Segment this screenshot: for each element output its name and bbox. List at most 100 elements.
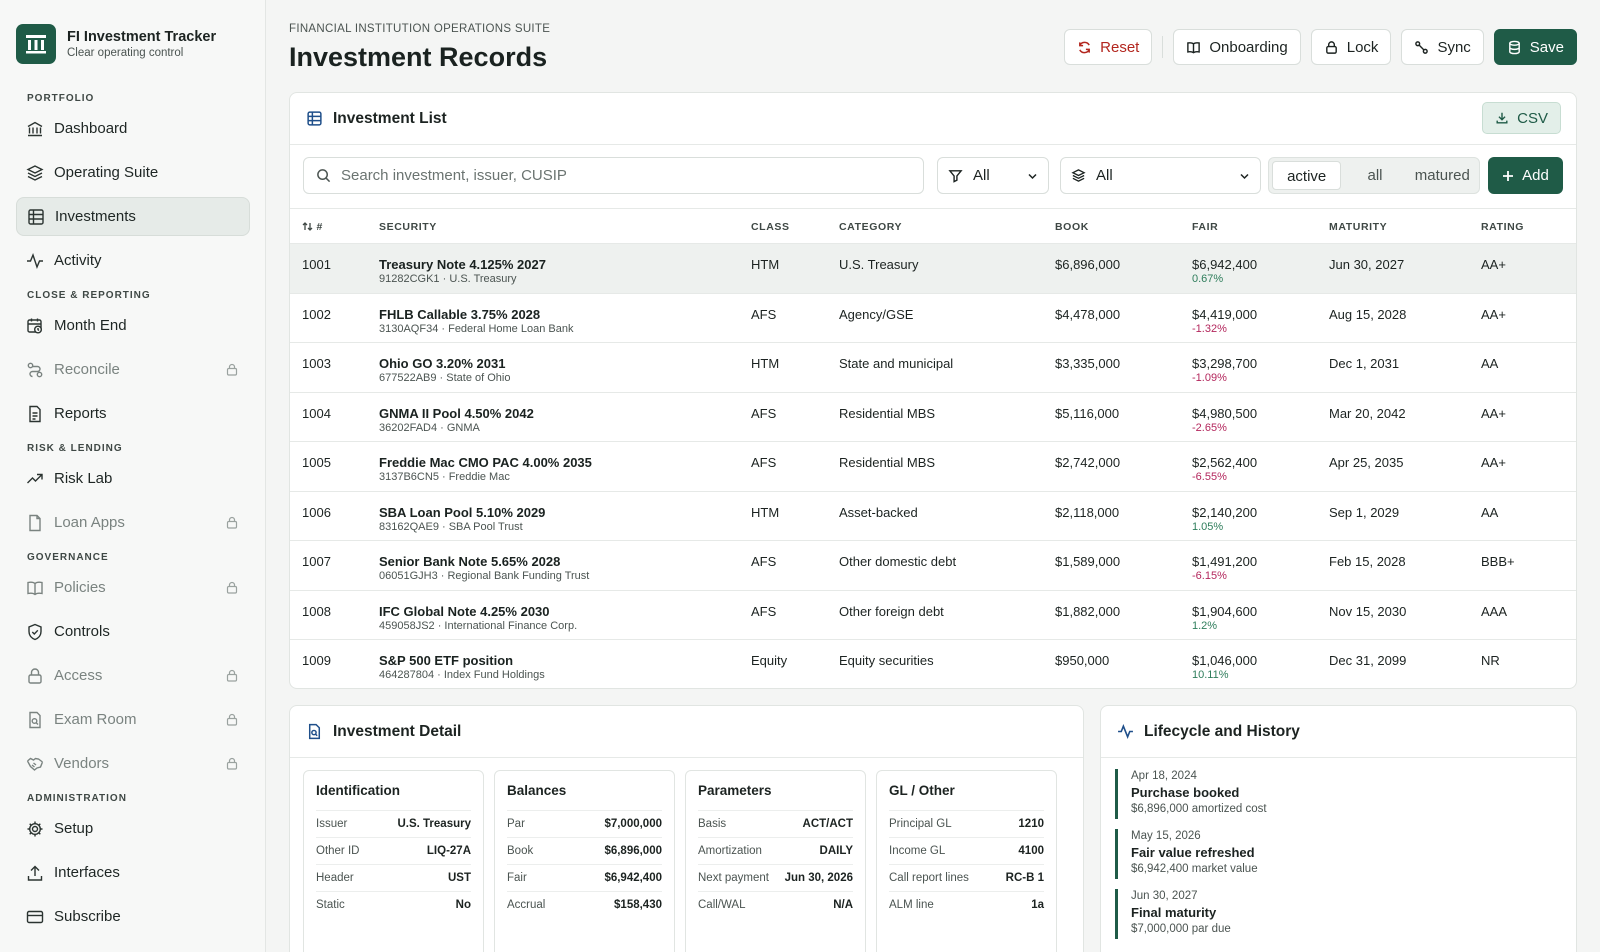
cell-class: HTM [751,504,780,520]
field-value: Jun 30, 2026 [784,872,853,884]
cell-book: $6,896,000 [1055,257,1121,272]
cell-category: Other foreign debt [839,603,944,619]
detail-field: Static No [316,891,471,918]
onboarding-button[interactable]: Onboarding [1173,29,1301,65]
security-name: SBA Loan Pool 5.10% 2029 [379,504,546,520]
class-filter-select[interactable]: All [937,157,1049,194]
cell-category: Agency/GSE [839,306,914,322]
route-icon [1415,40,1429,54]
app-title: FI Investment Tracker [67,28,217,45]
field-value: $7,000,000 [604,818,662,830]
sidebar-item-controls[interactable]: Controls [16,612,250,651]
upload-icon [27,865,43,881]
sidebar-item-reports[interactable]: Reports [16,394,250,433]
sidebar-item-dashboard[interactable]: Dashboard [16,109,250,148]
detail-field: Fair $6,942,400 [507,864,662,891]
sync-label: Sync [1437,38,1471,56]
cell-class: HTM [751,257,780,272]
investment-detail-title: Investment Detail [333,722,462,740]
cell-security: FHLB Callable 3.75% 2028 3130AQF34 · Fede… [379,307,573,335]
layers-icon [1071,169,1086,182]
column-header-rating[interactable]: RATING [1481,221,1525,233]
column-header-category[interactable]: CATEGORY [839,221,903,233]
cell-fair: $1,046,000 10.11% [1192,653,1257,681]
table-row[interactable]: 1006 SBA Loan Pool 5.10% 2029 83162QAE9 · … [290,492,1576,541]
column-header-id[interactable]: # [302,221,323,233]
column-header-book[interactable]: BOOK [1055,221,1089,233]
download-icon [1496,112,1508,124]
lock-button[interactable]: Lock [1310,29,1392,65]
field-label: Amortization [698,845,762,857]
sidebar-item-label: Exam Room [54,711,137,728]
cell-rating: AA+ [1481,306,1506,322]
table-row[interactable]: 1004 GNMA II Pool 4.50% 2042 36202FAD4 · G… [290,393,1576,442]
field-label: Fair [507,872,527,884]
sidebar-item-exam-room[interactable]: Exam Room [16,700,250,739]
sidebar-item-loan-apps[interactable]: Loan Apps [16,503,250,542]
sidebar-item-activity[interactable]: Activity [16,241,250,280]
cell-class: AFS [751,306,777,322]
add-investment-button[interactable]: Add [1488,157,1563,194]
cell-category: Other domestic debt [839,554,957,569]
cell-book: $950,000 [1055,653,1110,668]
sidebar-item-vendors[interactable]: Vendors [16,744,250,783]
field-value: U.S. Treasury [397,818,471,830]
field-value: $6,942,400 [604,872,662,884]
table-row[interactable]: 1003 Ohio GO 3.20% 2031 677522AB9 · State … [290,343,1576,393]
security-name: Ohio GO 3.20% 2031 [379,356,506,371]
sidebar-item-policies[interactable]: Policies [16,568,250,607]
cell-id: 1001 [302,257,331,272]
security-cusip-issuer: 459058JS2 · International Finance Corp. [379,619,578,632]
reset-label: Reset [1100,38,1140,56]
cell-class: AFS [751,455,777,470]
cell-book: $1,882,000 [1055,603,1121,619]
sidebar-item-access[interactable]: Access [16,656,250,695]
table-row[interactable]: 1002 FHLB Callable 3.75% 2028 3130AQF34 · … [290,294,1576,343]
sidebar-item-reconcile[interactable]: Reconcile [16,350,250,389]
column-header-maturity[interactable]: MATURITY [1329,221,1388,233]
table-row[interactable]: 1008 IFC Global Note 4.25% 2030 459058JS2 … [290,591,1576,640]
column-header-class[interactable]: CLASS [751,221,790,233]
table-row[interactable]: 1001 Treasury Note 4.125% 2027 91282CGK1 ·… [290,244,1576,294]
sidebar-item-operating-suite[interactable]: Operating Suite [16,153,250,192]
cell-maturity: Aug 15, 2028 [1329,306,1407,322]
category-filter-select[interactable]: All [1060,157,1261,194]
sidebar-item-interfaces[interactable]: Interfaces [16,853,250,892]
sidebar-item-label: Operating Suite [54,164,159,181]
security-cusip-issuer: 83162QAE9 · SBA Pool Trust [379,520,523,533]
cell-id: 1004 [302,405,331,421]
reset-button[interactable]: Reset [1064,29,1153,65]
cell-fair: $1,904,600 1.2% [1192,604,1257,632]
field-value: N/A [833,899,853,911]
sidebar-item-risk-lab[interactable]: Risk Lab [16,459,250,498]
sidebar-item-subscribe[interactable]: Subscribe [16,897,250,936]
lock-icon [226,516,238,529]
table-row[interactable]: 1007 Senior Bank Note 5.65% 2028 06051GJH3… [290,541,1576,591]
investment-list-header: Investment List CSV [290,93,1576,145]
lifecycle-header: Lifecycle and History [1101,706,1576,758]
segment-matured[interactable]: matured [1414,167,1470,184]
sidebar-item-setup[interactable]: Setup [16,809,250,848]
sidebar-item-label: Controls [54,623,110,640]
segment-all[interactable]: all [1367,167,1383,184]
column-header-security[interactable]: SECURITY [379,221,437,233]
column-header-fair[interactable]: FAIR [1192,221,1219,233]
sidebar-item-label: Setup [54,820,94,837]
sidebar-item-month-end[interactable]: Month End [16,306,250,345]
sync-button[interactable]: Sync [1401,29,1484,65]
sidebar-item-investments[interactable]: Investments [16,197,250,236]
sidebar-item-label: Reconcile [54,361,120,378]
segment-active[interactable]: active [1272,161,1342,190]
table-row[interactable]: 1009 S&P 500 ETF position 464287804 · Inde… [290,640,1576,690]
plus-icon [1503,170,1514,181]
table-row[interactable]: 1005 Freddie Mac CMO PAC 4.00% 2035 3137B6… [290,442,1576,492]
security-cusip-issuer: 464287804 · Index Fund Holdings [379,669,545,681]
search-input[interactable]: Search investment, issuer, CUSIP [303,157,924,194]
cell-category: Equity securities [839,653,934,668]
cell-id: 1006 [302,504,331,520]
sidebar-item-label: Access [54,667,103,684]
cell-id: 1002 [302,306,331,322]
save-button[interactable]: Save [1493,29,1577,65]
csv-export-button[interactable]: CSV [1482,102,1561,134]
brand[interactable]: FI Investment Tracker Clear operating co… [16,24,216,64]
